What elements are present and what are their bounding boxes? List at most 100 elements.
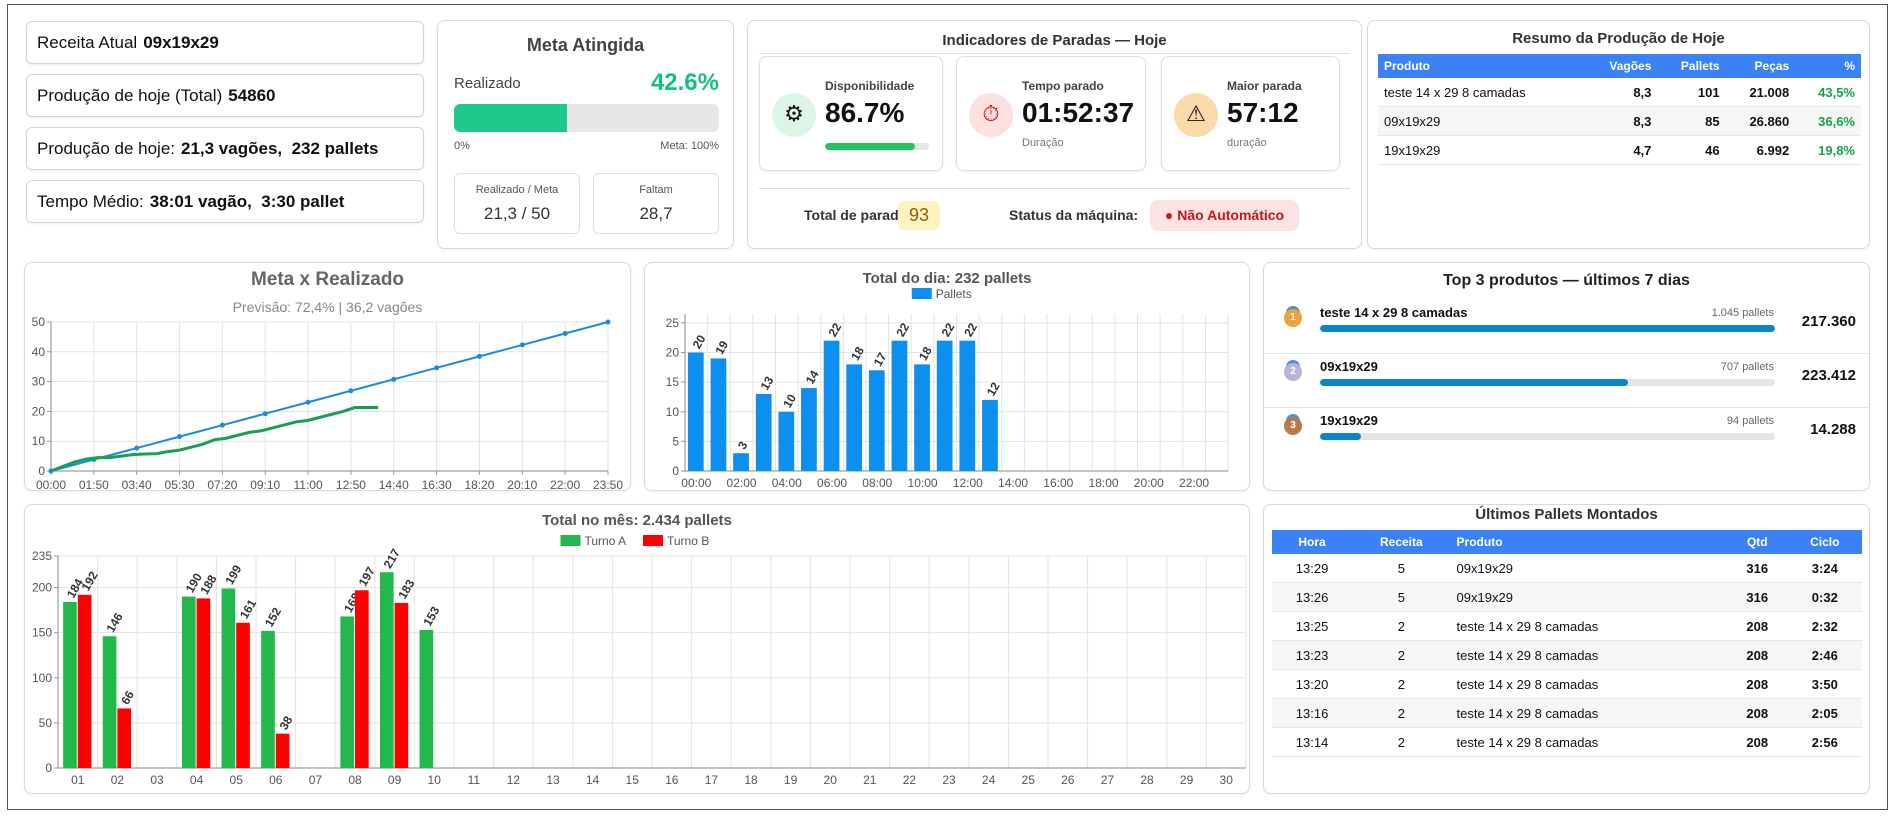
x-tick-label: 23: [942, 773, 956, 787]
meta-box: Realizado / Meta 21,3 / 50: [454, 173, 580, 234]
column-header: Vagões: [1584, 54, 1658, 78]
bar: [733, 453, 749, 471]
meta-title: Meta Atingida: [526, 35, 645, 55]
x-tick-label: 29: [1180, 773, 1194, 787]
table-cell: 85: [1657, 106, 1726, 136]
top3-item: 3 19x19x29 94 pallets 14.288: [1264, 407, 1869, 461]
table-row: 13:16 2 teste 14 x 29 8 camadas 208 2:05: [1272, 698, 1862, 728]
x-tick-label: 16:30: [422, 478, 452, 490]
bar: [710, 358, 727, 471]
table-row: 13:26 5 09x19x29 316 0:32: [1272, 582, 1862, 612]
column-header: Qtd: [1726, 530, 1788, 554]
line-series: [50, 321, 609, 472]
y-tick-label: 30: [32, 375, 46, 389]
table-cell: 13:14: [1272, 727, 1353, 757]
data-label: 153: [420, 604, 442, 629]
product-name: 19x19x29: [1320, 413, 1378, 428]
chart-subtitle: Previsão: 72,4% | 36,2 vagões: [233, 299, 423, 315]
table-cell: 09x19x29: [1450, 582, 1727, 612]
bar: [63, 602, 77, 768]
x-tick-label: 02: [111, 773, 125, 787]
x-tick-label: 07:20: [207, 478, 237, 490]
resumo-table: Produto Vagões Pallets Peças% teste 14 x 29 …: [1378, 54, 1861, 165]
table-cell: 13:16: [1272, 698, 1353, 728]
status-text: Não Automático: [1177, 207, 1285, 223]
pallets-bar: [1320, 325, 1775, 332]
x-tick-label: 12:00: [953, 476, 983, 490]
x-tick-label: 16:00: [1043, 476, 1073, 490]
bar: [868, 370, 885, 471]
availability-fill: [825, 143, 916, 150]
line-point: [519, 342, 525, 348]
bar: [275, 733, 290, 768]
info-value: 21,3 vagões, 232 pallets: [181, 139, 379, 158]
data-label: 217: [381, 546, 403, 571]
stopped-value: 01:52:37: [1022, 97, 1135, 128]
x-tick-label: 14:00: [998, 476, 1028, 490]
longest-label: Maior parada: [1227, 79, 1302, 93]
x-tick-label: 04:00: [772, 476, 802, 490]
bar: [196, 598, 211, 768]
table-cell: 4,7: [1584, 135, 1658, 165]
table-cell: 8,3: [1584, 106, 1658, 136]
x-tick-label: 22: [903, 773, 917, 787]
table-cell: 2:32: [1787, 611, 1862, 641]
y-tick-label: 200: [32, 581, 52, 595]
x-tick-label: 10:00: [908, 476, 938, 490]
warning-icon: ⚠: [1174, 93, 1218, 137]
info-row: Produção de hoje (Total) 54860: [26, 74, 424, 117]
table-cell: 208: [1726, 698, 1788, 728]
pallets-label: 1.045 pallets: [1711, 307, 1774, 319]
table-cell: 2:56: [1787, 727, 1862, 757]
bar: [959, 340, 976, 471]
line-point: [434, 365, 440, 371]
bar: [982, 399, 998, 471]
x-tick-label: 10: [428, 773, 442, 787]
table-cell: 2: [1352, 727, 1451, 757]
x-tick-label: 00:00: [36, 478, 66, 490]
bar: [261, 630, 275, 768]
column-header: Receita: [1352, 530, 1451, 554]
table-row: 19x19x29 4,7 46 6.992 19,8%: [1378, 135, 1861, 165]
total-label: Total de paradas:: [804, 207, 919, 223]
bar: [846, 364, 863, 471]
medal: 1: [1284, 309, 1302, 327]
divider: [759, 188, 1350, 189]
x-tick-label: 09: [388, 773, 402, 787]
info-value: 38:01 vagão, 3:30 pallet: [149, 192, 345, 211]
x-tick-label: 15: [626, 773, 640, 787]
x-tick-label: 16: [665, 773, 679, 787]
paradas-card: Indicadores de Paradas — Hoje ⚙ Disponib…: [747, 20, 1362, 249]
bar: [687, 352, 704, 471]
legend-swatch: [560, 535, 581, 546]
resumo-card: Resumo da Produção de Hoje Produto Vagões…: [1367, 20, 1870, 249]
line-point: [177, 434, 183, 440]
table-cell: 19x19x29: [1378, 135, 1585, 165]
pallets-track: [1320, 325, 1775, 332]
paradas-title: Indicadores de Paradas — Hoje: [942, 32, 1167, 49]
table-cell: 13:25: [1272, 611, 1353, 641]
bar: [102, 636, 117, 768]
product-total: 223.412: [1801, 367, 1856, 384]
data-label: 152: [262, 605, 284, 630]
table-cell: 19,8%: [1795, 135, 1861, 165]
table-cell: 13:23: [1272, 640, 1353, 670]
column-header: Produto: [1378, 54, 1585, 78]
bar: [823, 340, 840, 471]
info-value: 09x19x29: [143, 33, 219, 52]
data-label: 3: [735, 439, 751, 452]
data-label: 19: [712, 338, 731, 357]
table-cell: 09x19x29: [1450, 554, 1727, 583]
table-cell: 208: [1726, 727, 1788, 757]
x-tick-label: 03:40: [122, 478, 152, 490]
x-tick-label: 17: [705, 773, 719, 787]
progress-track: [454, 104, 719, 132]
stopped-card: ⏱ Tempo parado 01:52:37 Duração: [956, 56, 1146, 171]
line-point: [391, 376, 397, 382]
month-card: Total no mês: 2.434 pallets 0 50 100 150 200 2…: [24, 504, 1250, 794]
table-cell: 13:20: [1272, 669, 1353, 699]
table-cell: teste 14 x 29 8 camadas: [1450, 640, 1727, 670]
table-row: 09x19x29 8,3 85 26.860 36,6%: [1378, 106, 1861, 136]
data-label: 22: [826, 320, 845, 339]
info-value: 54860: [228, 86, 276, 105]
